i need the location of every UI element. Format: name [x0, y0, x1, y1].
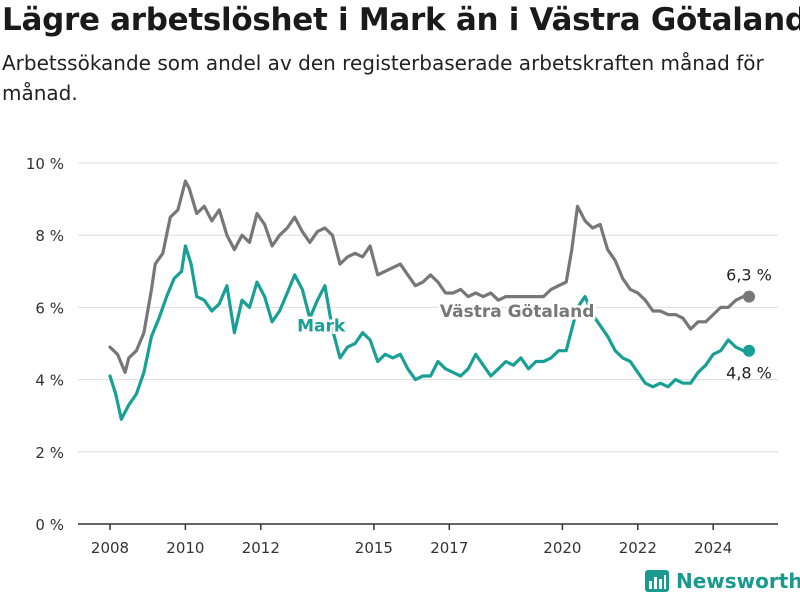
series-line-vastra-gotaland	[108, 179, 751, 374]
x-tick-label: 2015	[355, 539, 393, 557]
y-tick-label: 8 %	[35, 227, 64, 245]
y-tick-label: 10 %	[26, 155, 64, 173]
end-value-label-mark: 4,8 %	[726, 364, 772, 383]
series-end-point-vastra-gotaland	[743, 290, 756, 303]
series-line-mark	[108, 244, 751, 421]
chart-subtitle: Arbetssökande som andel av den registerb…	[2, 51, 764, 105]
x-tick-label: 2024	[694, 539, 732, 557]
series-labels: 6,3 % 4,8 % Mark Västra Götaland	[295, 266, 772, 383]
gridlines	[78, 162, 778, 453]
x-axis: 2008 2010 2012 2015 2017 2020 2022 2024	[78, 523, 778, 557]
chart-title: Lägre arbetslöshet i Mark än i Västra Gö…	[2, 2, 800, 38]
series-lines	[108, 179, 756, 421]
series-label-vastra-gotaland: Västra Götaland	[440, 302, 595, 322]
y-axis-ticks: 0 % 2 % 4 % 6 % 8 % 10 %	[26, 155, 64, 534]
x-tick-label: 2020	[543, 539, 581, 557]
end-value-label-vastra-gotaland: 6,3 %	[726, 266, 772, 285]
x-tick-label: 2008	[91, 539, 129, 557]
y-tick-label: 6 %	[35, 299, 64, 317]
brand-name: Newsworthy	[676, 569, 800, 593]
x-tick-label: 2010	[166, 539, 204, 557]
y-tick-label: 4 %	[35, 372, 64, 390]
series-label-mark: Mark	[297, 316, 346, 336]
y-tick-label: 2 %	[35, 444, 64, 462]
y-tick-label: 0 %	[35, 516, 64, 534]
series-end-point-mark	[743, 344, 756, 357]
newsworthy-logo: Newsworthy	[644, 568, 800, 594]
x-tick-label: 2012	[242, 539, 280, 557]
newsworthy-icon	[645, 570, 669, 592]
x-tick-label: 2022	[619, 539, 657, 557]
x-tick-label: 2017	[430, 539, 468, 557]
